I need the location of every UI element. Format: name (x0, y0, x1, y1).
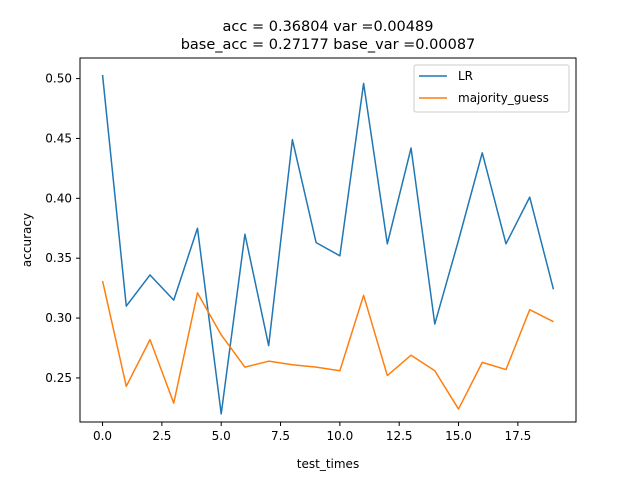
x-tick-label: 0.0 (93, 429, 112, 443)
legend: LR majority_guess (413, 64, 570, 113)
series-line-lr (101, 74, 555, 415)
legend-label-majority-guess: majority_guess (458, 91, 549, 105)
x-tick-label: 5.0 (212, 429, 231, 443)
y-axis-label: accuracy (20, 213, 34, 267)
series-layer (101, 74, 555, 415)
x-tick-label: 12.5 (386, 429, 413, 443)
x-tick-label: 17.5 (504, 429, 531, 443)
legend-label-lr: LR (458, 69, 473, 83)
series-line-majority-guess (101, 280, 554, 410)
chart-title-line-1: acc = 0.36804 var =0.00489 (223, 19, 434, 35)
y-tick-label: 0.30 (45, 311, 72, 325)
y-tick-label: 0.35 (45, 251, 72, 265)
y-tick-label: 0.50 (45, 72, 72, 86)
x-axis-label: test_times (297, 457, 359, 471)
x-tick-label: 2.5 (152, 429, 171, 443)
x-tick-label: 10.0 (327, 429, 354, 443)
legend-box (413, 64, 570, 113)
plot-frame (79, 57, 577, 423)
x-tick-label: 7.5 (271, 429, 290, 443)
chart-title-line-2: base_acc = 0.27177 base_var =0.00087 (181, 37, 476, 53)
y-axis-ticks: 0.25 0.30 0.35 0.40 0.45 0.50 (45, 72, 80, 385)
y-tick-label: 0.45 (45, 131, 72, 145)
x-axis-ticks: 0.0 2.5 5.0 7.5 10.0 12.5 15.0 17.5 (93, 422, 531, 443)
y-tick-label: 0.25 (45, 371, 72, 385)
y-tick-label: 0.40 (45, 191, 72, 205)
x-tick-label: 15.0 (445, 429, 472, 443)
